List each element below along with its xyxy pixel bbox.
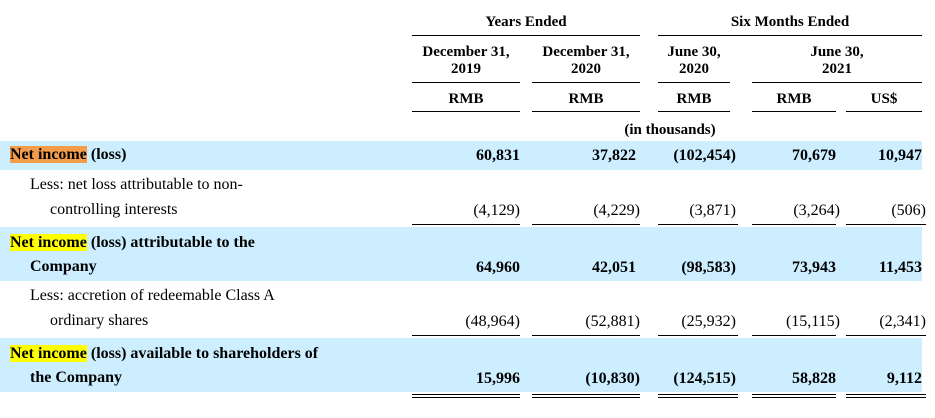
units-note: (in thousands) xyxy=(624,122,716,138)
highlight-net-income: Net income xyxy=(10,146,87,163)
row-nci-label-line1: Less: net loss attributable to non- xyxy=(30,176,243,193)
total-double-rule-5 xyxy=(846,394,926,398)
row-accretion-val-5: (2,341) xyxy=(879,313,926,330)
row-nci-rule-4 xyxy=(752,224,836,225)
row-accretion-rule-1 xyxy=(412,335,520,336)
currency-col4: RMB xyxy=(776,91,812,107)
row-nci-label-line2: controlling interests xyxy=(50,201,178,218)
header-rule-col45 xyxy=(752,82,922,83)
row-accretion-rule-3 xyxy=(658,335,738,336)
currency-rule-col4 xyxy=(752,111,836,112)
row-attributable-val-5: 11,453 xyxy=(878,259,922,276)
row-net-income-shade xyxy=(0,141,922,170)
row-nci-val-1: (4,129) xyxy=(473,202,520,219)
row-available-val-3: (124,515) xyxy=(673,370,736,387)
header-years-rule xyxy=(412,35,640,36)
row-accretion-label-line2: ordinary shares xyxy=(50,312,149,329)
highlight-net-income: Net income xyxy=(10,345,87,362)
row-accretion-rule-4 xyxy=(752,335,836,336)
header-years-ended: Years Ended xyxy=(485,14,567,30)
header-rule-col2 xyxy=(532,82,640,83)
row-nci-rule-5 xyxy=(846,224,926,225)
highlight-net-income: Net income xyxy=(10,234,87,251)
row-nci-val-4: (3,264) xyxy=(793,202,840,219)
currency-col3: RMB xyxy=(676,91,712,107)
row-accretion-label-line1: Less: accretion of redeemable Class A xyxy=(30,287,275,304)
row-attributable-val-2: 42,051 xyxy=(592,259,636,276)
row-nci-rule-3 xyxy=(658,224,738,225)
row-available-val-4: 58,828 xyxy=(792,370,836,387)
row-nci-val-2: (4,229) xyxy=(593,202,640,219)
header-six-months-rule xyxy=(658,35,922,36)
header-rule-col3 xyxy=(658,82,730,83)
row-accretion-rule-5 xyxy=(846,335,926,336)
row-available-label-line1: Net income (loss) available to sharehold… xyxy=(10,345,319,362)
row-attributable-val-4: 73,943 xyxy=(792,259,836,276)
currency-col2: RMB xyxy=(568,91,604,107)
row-available-label-line2: the Company xyxy=(30,369,123,386)
total-double-rule-2 xyxy=(532,394,640,398)
header-six-months-ended: Six Months Ended xyxy=(730,14,850,30)
row-nci-rule-2 xyxy=(532,224,640,225)
header-col-jun-2021: June 30, 2021 xyxy=(810,44,864,77)
row-attributable-shade xyxy=(0,227,922,281)
row-attributable-val-3: (98,583) xyxy=(681,259,736,276)
row-accretion-val-3: (25,932) xyxy=(681,313,736,330)
total-double-rule-3 xyxy=(658,394,738,398)
row-accretion-val-1: (48,964) xyxy=(465,313,520,330)
row-attributable-label-line2: Company xyxy=(30,258,97,275)
row-nci-val-3: (3,871) xyxy=(689,202,736,219)
row-accretion-val-2: (52,881) xyxy=(585,313,640,330)
currency-rule-col5 xyxy=(846,111,922,112)
row-accretion-val-4: (15,115) xyxy=(785,313,840,330)
header-col-dec-2020: December 31, 2020 xyxy=(542,44,630,77)
currency-col1: RMB xyxy=(448,91,484,107)
header-col-jun-2020: June 30, 2020 xyxy=(667,44,721,77)
row-accretion-rule-2 xyxy=(532,335,640,336)
row-net-income-val-3: (102,454) xyxy=(673,147,736,164)
row-net-income-label: Net income (loss) xyxy=(10,146,127,163)
row-available-shade xyxy=(0,338,922,392)
row-net-income-val-1: 60,831 xyxy=(476,147,520,164)
row-available-val-1: 15,996 xyxy=(476,370,520,387)
row-net-income-val-5: 10,947 xyxy=(878,147,922,164)
currency-rule-col2 xyxy=(532,111,640,112)
row-attributable-label-line1: Net income (loss) attributable to the xyxy=(10,234,255,251)
total-double-rule-4 xyxy=(752,394,836,398)
row-nci-rule-1 xyxy=(412,224,520,225)
row-attributable-val-1: 64,960 xyxy=(476,259,520,276)
row-nci-val-5: (506) xyxy=(891,202,926,219)
currency-col5: US$ xyxy=(870,91,898,107)
row-available-val-5: 9,112 xyxy=(886,370,922,387)
row-net-income-val-4: 70,679 xyxy=(792,147,836,164)
total-double-rule-1 xyxy=(412,394,520,398)
row-net-income-val-2: 37,822 xyxy=(592,147,636,164)
row-available-val-2: (10,830) xyxy=(585,370,640,387)
currency-rule-col1 xyxy=(412,111,520,112)
currency-rule-col3 xyxy=(658,111,730,112)
header-col-dec-2019: December 31, 2019 xyxy=(422,44,510,77)
header-rule-col1 xyxy=(412,82,520,83)
